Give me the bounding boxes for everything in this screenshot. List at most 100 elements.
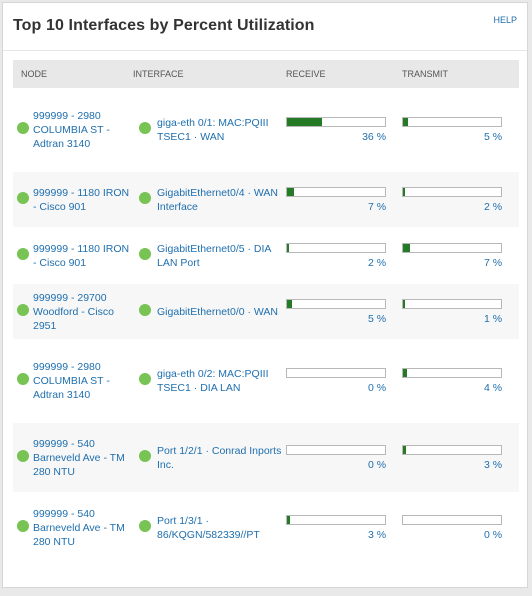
receive-bar (286, 117, 387, 127)
interface-link[interactable]: GigabitEthernet0/0 · WAN (157, 305, 279, 318)
transmit-utilization[interactable]: 2 % (402, 186, 503, 213)
interface-status-cell (133, 227, 158, 284)
node-link[interactable]: 999999 - 540 Barneveld Ave - TM 280 NTU (33, 507, 125, 548)
node-link[interactable]: 999999 - 29700 Woodford - Cisco 2951 (33, 291, 114, 332)
transmit-bar (402, 514, 503, 525)
transmit-utilization[interactable]: 5 % (402, 117, 503, 143)
node-link[interactable]: 999999 - 2980 COLUMBIA ST - Adtran 3140 (33, 110, 110, 150)
column-header-node[interactable]: NODE (13, 60, 134, 89)
receive-cell: 5 % (286, 283, 403, 340)
receive-bar-fill (287, 299, 293, 308)
node-link[interactable]: 999999 - 1180 IRON - Cisco 901 (33, 242, 130, 269)
transmit-percent: 4 % (483, 382, 503, 394)
transmit-cell: 2 % (402, 171, 520, 228)
receive-bar (286, 514, 387, 525)
node-cell: 999999 - 2980 COLUMBIA ST - Adtran 3140 (33, 339, 134, 423)
interface-link[interactable]: GigabitEthernet0/5 · DIA LAN Port (157, 242, 271, 269)
receive-bar (286, 186, 387, 197)
transmit-cell: 3 % (402, 422, 520, 493)
transmit-bar-fill (403, 299, 406, 308)
interfaces-table: NODE INTERFACE RECEIVE TRANSMIT 999999 -… (13, 60, 520, 563)
transmit-cell: 0 % (402, 492, 520, 563)
interface-cell: GigabitEthernet0/4 · WAN Interface (157, 171, 287, 228)
transmit-percent: 2 % (483, 200, 503, 213)
interface-link[interactable]: giga-eth 0/2: MAC:PQIII TSEC1 · DIA LAN (157, 368, 269, 394)
receive-utilization[interactable]: 0 % (286, 368, 387, 394)
transmit-utilization[interactable]: 3 % (402, 444, 503, 471)
receive-cell: 0 % (286, 339, 403, 423)
node-status-up-icon (17, 303, 29, 316)
interface-link[interactable]: GigabitEthernet0/4 · WAN Interface (157, 186, 279, 213)
transmit-bar (402, 298, 503, 309)
column-header-interface[interactable]: INTERFACE (133, 60, 287, 89)
transmit-percent: 5 % (483, 131, 503, 143)
node-cell: 999999 - 540 Barneveld Ave - TM 280 NTU (33, 492, 134, 563)
receive-utilization[interactable]: 5 % (286, 298, 387, 325)
interface-status-up-icon (139, 122, 152, 134)
interface-link[interactable]: giga-eth 0/1: MAC:PQIII TSEC1 · WAN (157, 117, 269, 143)
transmit-cell: 4 % (402, 339, 520, 423)
widget-header: Top 10 Interfaces by Percent Utilization… (3, 3, 527, 51)
interface-cell: GigabitEthernet0/0 · WAN (157, 283, 287, 340)
transmit-cell: 5 % (402, 88, 520, 172)
transmit-percent: 0 % (483, 528, 503, 541)
column-header-receive[interactable]: RECEIVE (286, 60, 403, 89)
transmit-utilization[interactable]: 1 % (402, 298, 503, 325)
widget-title: Top 10 Interfaces by Percent Utilization (13, 17, 315, 34)
receive-cell: 7 % (286, 171, 403, 228)
receive-percent: 5 % (367, 312, 387, 325)
receive-utilization[interactable]: 3 % (286, 514, 387, 541)
column-header-transmit[interactable]: TRANSMIT (402, 60, 520, 89)
transmit-percent: 1 % (483, 312, 503, 325)
interface-cell: GigabitEthernet0/5 · DIA LAN Port (157, 227, 287, 284)
receive-bar (286, 298, 387, 309)
receive-percent: 0 % (367, 458, 387, 471)
receive-cell: 2 % (286, 227, 403, 284)
transmit-utilization[interactable]: 7 % (402, 242, 503, 269)
help-link[interactable]: HELP (493, 15, 517, 25)
transmit-bar-fill (403, 187, 406, 196)
node-link[interactable]: 999999 - 1180 IRON - Cisco 901 (33, 186, 130, 213)
table-row: 999999 - 2980 COLUMBIA ST - Adtran 3140 g… (13, 88, 520, 172)
interface-status-cell (133, 283, 158, 340)
transmit-cell: 1 % (402, 283, 520, 340)
node-cell: 999999 - 1180 IRON - Cisco 901 (33, 227, 134, 284)
top-interfaces-widget: Top 10 Interfaces by Percent Utilization… (2, 2, 528, 588)
transmit-cell: 7 % (402, 227, 520, 284)
receive-cell: 0 % (286, 422, 403, 493)
node-link[interactable]: 999999 - 2980 COLUMBIA ST - Adtran 3140 (33, 361, 110, 401)
receive-utilization[interactable]: 36 % (286, 117, 387, 143)
table-row: 999999 - 29700 Woodford - Cisco 2951 Giga… (13, 283, 520, 340)
node-cell: 999999 - 1180 IRON - Cisco 901 (33, 171, 134, 228)
interface-status-up-icon (139, 247, 152, 260)
receive-bar-fill (287, 187, 295, 196)
interface-link[interactable]: Port 1/3/1 · 86/KQGN/582339//PT (157, 514, 260, 541)
node-status-cell (13, 492, 33, 563)
transmit-percent: 7 % (483, 256, 503, 269)
receive-percent: 0 % (367, 382, 387, 394)
interface-status-cell (133, 171, 158, 228)
transmit-utilization[interactable]: 0 % (402, 514, 503, 541)
node-status-up-icon (17, 449, 29, 462)
transmit-utilization[interactable]: 4 % (402, 368, 503, 394)
table-row: 999999 - 540 Barneveld Ave - TM 280 NTU P… (13, 492, 520, 563)
receive-bar (286, 368, 387, 378)
interface-status-up-icon (139, 449, 152, 462)
receive-bar-fill (287, 118, 323, 126)
receive-utilization[interactable]: 2 % (286, 242, 387, 269)
transmit-bar-fill (403, 243, 411, 252)
receive-cell: 3 % (286, 492, 403, 563)
interface-cell: giga-eth 0/2: MAC:PQIII TSEC1 · DIA LAN (157, 339, 287, 423)
receive-percent: 3 % (367, 528, 387, 541)
node-status-up-icon (17, 247, 29, 260)
interface-status-up-icon (139, 303, 152, 316)
receive-percent: 2 % (367, 256, 387, 269)
interface-link[interactable]: Port 1/2/1 · Conrad Inports Inc. (157, 444, 282, 471)
receive-utilization[interactable]: 7 % (286, 186, 387, 213)
interface-cell: Port 1/2/1 · Conrad Inports Inc. (157, 422, 287, 493)
table-row: 999999 - 2980 COLUMBIA ST - Adtran 3140 g… (13, 339, 520, 423)
table-row: 999999 - 1180 IRON - Cisco 901 GigabitEth… (13, 227, 520, 284)
receive-utilization[interactable]: 0 % (286, 444, 387, 471)
transmit-bar-fill (403, 118, 409, 126)
node-link[interactable]: 999999 - 540 Barneveld Ave - TM 280 NTU (33, 437, 125, 478)
